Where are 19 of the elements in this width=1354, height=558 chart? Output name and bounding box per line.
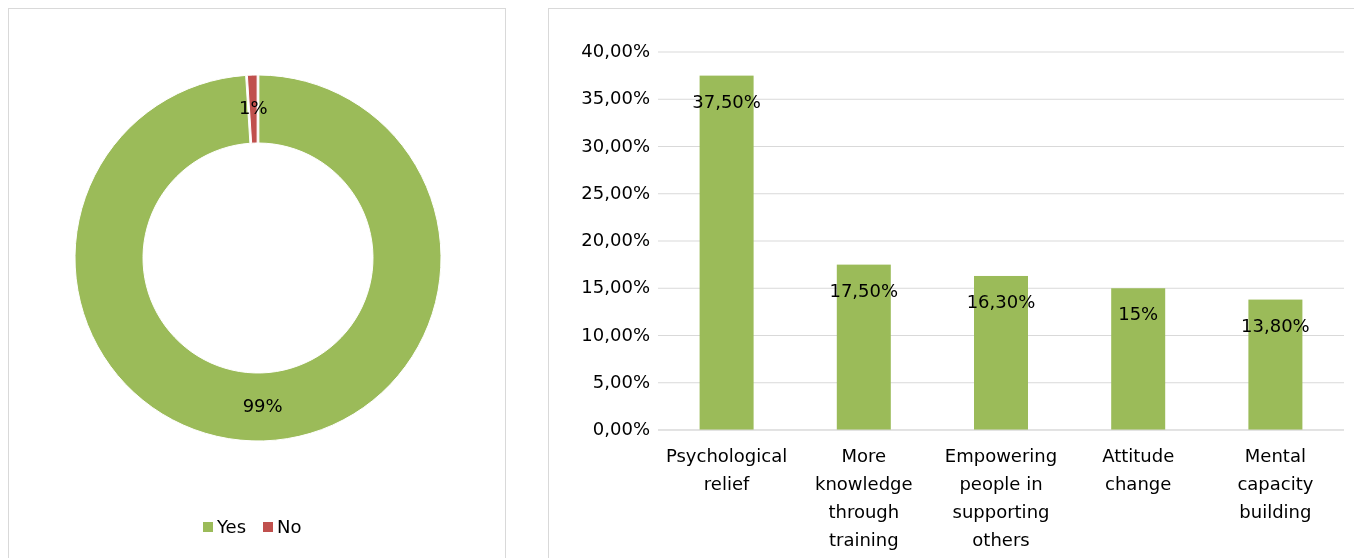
- y-tick-label: 0,00%: [592, 418, 650, 439]
- y-tick-label: 20,00%: [581, 229, 650, 250]
- y-tick-label: 35,00%: [581, 87, 650, 109]
- y-tick-label: 25,00%: [581, 181, 650, 203]
- x-tick-label: Empowering people in supporting others: [944, 445, 1058, 550]
- x-tick-label: Mental capacity building: [1237, 445, 1314, 522]
- x-tick-label: Psychological relief: [665, 445, 788, 494]
- y-tick-label: 10,00%: [581, 323, 650, 345]
- bar: [1111, 288, 1166, 430]
- legend-label: No: [277, 516, 302, 537]
- y-tick-label: 15,00%: [581, 276, 650, 298]
- x-tick-label: More knowledge through training: [815, 445, 913, 550]
- y-tick-label: 5,00%: [592, 370, 650, 392]
- legend-label: Yes: [216, 516, 247, 537]
- y-tick-label: 40,00%: [581, 40, 650, 61]
- y-tick-label: 30,00%: [581, 134, 650, 156]
- data-label: 15%: [1118, 303, 1159, 325]
- x-tick-label: Attitude change: [1102, 445, 1175, 494]
- data-label: 99%: [242, 394, 283, 416]
